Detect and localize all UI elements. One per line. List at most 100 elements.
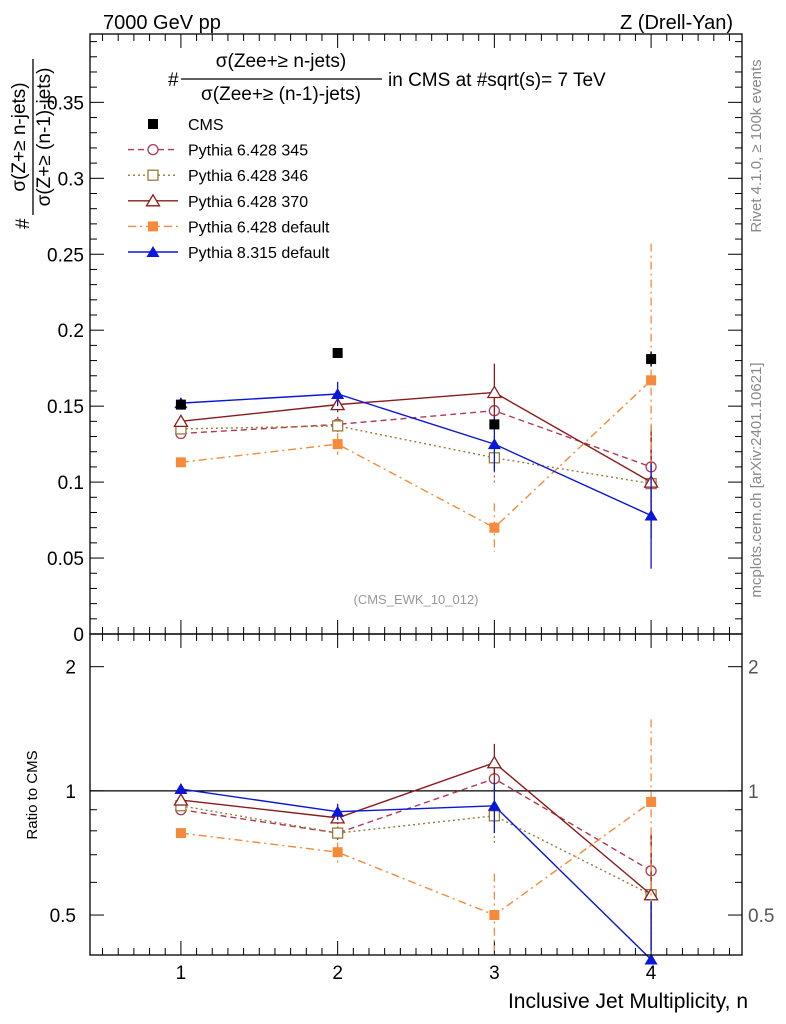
ylabel-hash: #: [13, 218, 34, 229]
legend-label-p345: Pythia 6.428 345: [188, 143, 308, 160]
ratio-series-p346: [175, 790, 657, 951]
main-line-p345: [180, 409, 652, 468]
ratio-point-p6def: [489, 910, 500, 921]
rivet-label: Rivet 4.1.0, ≥ 100k events: [748, 59, 765, 232]
main-ytick-label: 0.1: [58, 473, 84, 494]
legend-item-p346: Pythia 6.428 346: [128, 168, 308, 185]
ratio-point-p8def: [644, 953, 658, 965]
legend-label-p8def: Pythia 8.315 default: [188, 245, 330, 262]
legend-item-p370: Pythia 6.428 370: [128, 193, 308, 211]
ratio-point-p8def: [331, 805, 345, 817]
main-point-p6def: [646, 375, 657, 386]
main-ytick-label: 0.25: [47, 245, 84, 266]
main-point-p8def: [644, 509, 658, 521]
main-series-p346: [175, 418, 657, 522]
ratio-ytick-label-right: 1: [748, 782, 759, 803]
legend-marker-cms: [148, 119, 158, 129]
plot-title: # σ(Zee+≥ n-jets) σ(Zee+≥ (n-1)-jets) in…: [168, 51, 606, 105]
main-ytick-label: 0.35: [47, 93, 84, 114]
ratio-ytick-label: 1: [65, 782, 76, 803]
ratio-point-p6def: [646, 796, 657, 807]
ylabel-numerator: σ(Z+≥ n-jets): [9, 82, 30, 191]
ratio-line-p345: [180, 777, 652, 872]
main-line-p8def: [180, 393, 652, 517]
legend-marker-p370: [145, 193, 161, 207]
main-series-p8def: [174, 381, 658, 569]
analysis-label: (CMS_EWK_10_012): [354, 592, 479, 607]
legend-marker-p6def: [148, 221, 158, 232]
ratio-ytick-label: 0.5: [50, 906, 76, 927]
main-point-p8def: [487, 438, 501, 450]
ratio-ytick-label-right: 2: [748, 658, 759, 679]
main-point-cms: [332, 347, 343, 358]
ratio-point-p6def: [332, 847, 343, 858]
main-ytick-label: 0.2: [58, 321, 84, 342]
main-point-cms: [489, 419, 500, 430]
main-point-p370: [173, 414, 189, 427]
ratio-line-p8def: [180, 788, 652, 961]
ratio-point-p346: [331, 827, 344, 839]
main-point-p8def: [331, 388, 345, 399]
ratio-point-p6def: [175, 828, 186, 839]
main-ytick-label: 0.3: [58, 169, 84, 190]
ratio-ytick-label: 2: [65, 658, 76, 679]
main-series-p6def: [175, 243, 657, 552]
ratio-series-p8def: [174, 782, 658, 965]
header-right: Z (Drell-Yan): [620, 12, 733, 34]
header-left: 7000 GeV pp: [103, 12, 221, 34]
title-denominator: σ(Zee+≥ (n-1)-jets): [201, 84, 361, 105]
ratio-point-p370: [486, 755, 503, 769]
ratio-line-p370: [180, 761, 652, 896]
legend-marker-p346: [147, 169, 159, 181]
y-axis-label: # σ(Z+≥ n-jets) σ(Z+≥ (n-1)-jets): [9, 59, 55, 229]
ratio-y-label: Ratio to CMS: [24, 750, 41, 839]
main-ytick-label: 0.15: [47, 397, 84, 418]
main-point-p346: [331, 420, 344, 432]
legend-label-p370: Pythia 6.428 370: [188, 194, 308, 211]
x-axis-label: Inclusive Jet Multiplicity, n: [508, 990, 748, 1013]
legend-label-p6def: Pythia 6.428 default: [188, 219, 330, 236]
title-suffix: in CMS at #sqrt(s)= 7 TeV: [388, 70, 606, 91]
main-point-p6def: [332, 439, 343, 450]
ratio-line-p346: [180, 805, 652, 896]
xtick-label: 4: [646, 963, 657, 984]
xtick-label: 1: [176, 963, 187, 984]
ratio-point-p8def: [174, 783, 188, 795]
main-point-p6def: [175, 457, 186, 468]
legend-marker-p8def: [146, 246, 160, 257]
ratio-point-p370: [173, 792, 189, 806]
main-line-p370: [180, 391, 652, 483]
legend-marker-p345: [147, 143, 159, 156]
ratio-frame: [89, 633, 743, 956]
ylabel-denominator: σ(Z+≥ (n-1)-jets): [34, 68, 55, 207]
main-line-p6def: [180, 379, 652, 529]
main-point-cms: [175, 399, 186, 410]
ratio-point-p8def: [487, 799, 501, 811]
main-line-p346: [180, 425, 652, 485]
main-ytick-label: 0.05: [47, 549, 84, 570]
ratio-line-p6def: [180, 801, 652, 916]
ratio-series-p370: [173, 743, 659, 951]
title-hash: #: [168, 70, 179, 91]
legend-label-p346: Pythia 6.428 346: [188, 168, 308, 185]
main-point-p6def: [489, 522, 500, 533]
legend-item-cms: CMS: [148, 117, 224, 134]
main-series: [173, 243, 659, 569]
main-point-cms: [646, 354, 657, 365]
xtick-label: 3: [489, 963, 500, 984]
main-axes: 0 0.05 0.1 0.15 0.2 0.25 0.3 0.35: [47, 34, 742, 646]
main-point-p370: [486, 385, 503, 399]
legend-item-p6def: Pythia 6.428 default: [128, 219, 330, 236]
frames: [89, 33, 743, 956]
main-series-p370: [173, 363, 659, 539]
legend: CMS Pythia 6.428 345 Pythia 6.428 346 Pythi…: [128, 117, 330, 262]
mcplots-label: mcplots.cern.ch [arXiv:2401.10621]: [748, 362, 765, 597]
legend-item-p8def: Pythia 8.315 default: [128, 245, 330, 262]
main-series-p345: [175, 395, 657, 498]
legend-item-p345: Pythia 6.428 345: [128, 143, 308, 160]
ratio-ytick-label-right: 0.5: [748, 906, 774, 927]
ratio-series-p6def: [175, 719, 657, 951]
main-series-cms: [175, 347, 657, 430]
title-numerator: σ(Zee+≥ n-jets): [216, 51, 346, 72]
